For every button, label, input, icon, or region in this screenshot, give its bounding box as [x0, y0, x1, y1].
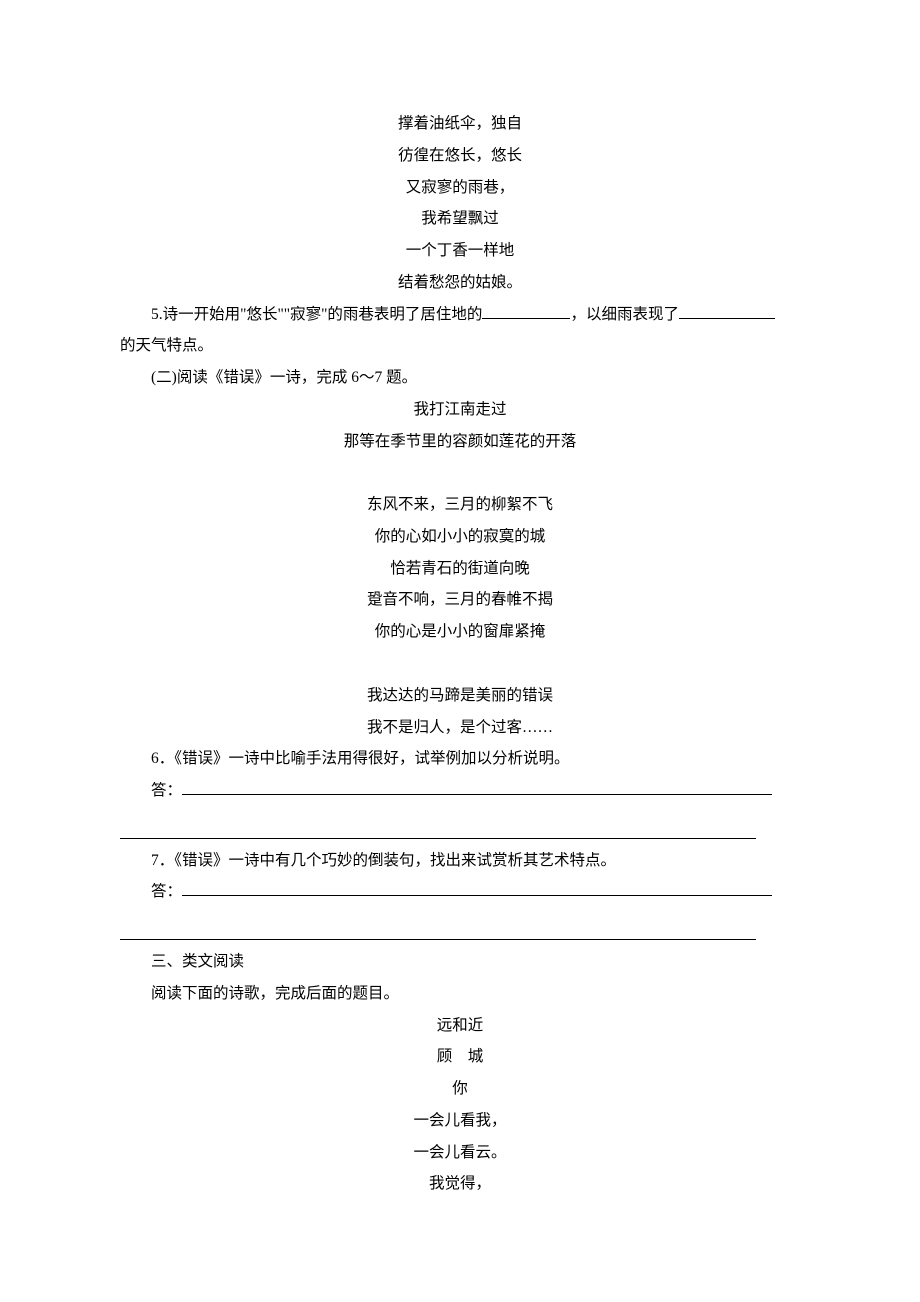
poem3-title: 远和近 — [120, 1010, 800, 1042]
answer-blank — [120, 914, 756, 940]
answer-blank — [120, 813, 756, 839]
poem2-line: 那等在季节里的容颜如莲花的开落 — [120, 426, 800, 458]
q6-answer-line2 — [120, 813, 800, 839]
poem1-line: 我希望飘过 — [120, 203, 800, 235]
poem2-line: 你的心如小小的寂寞的城 — [120, 521, 800, 553]
question-6: 6．《错误》一诗中比喻手法用得很好，试举例加以分析说明。 — [120, 743, 800, 775]
answer-label: 答： — [151, 883, 182, 900]
poem2-line: 你的心是小小的窗扉紧掩 — [120, 616, 800, 648]
poem1-line: 一个丁香一样地 — [120, 235, 800, 267]
section2-intro: (二)阅读《错误》一诗，完成 6～7 题。 — [120, 362, 800, 394]
question-5: 5.诗一开始用"悠长""寂寥"的雨巷表明了居住地的 ，以细雨表现了 — [120, 299, 800, 331]
poem2-line: 我打江南走过 — [120, 394, 800, 426]
q5-number: 5. — [151, 306, 163, 323]
q7-answer: 答： — [120, 876, 800, 908]
answer-label: 答： — [151, 782, 182, 799]
q7-number: 7． — [151, 852, 174, 869]
q5-text-c: 的天气特点。 — [120, 337, 213, 354]
question-7: 7．《错误》一诗中有几个巧妙的倒装句，找出来试赏析其艺术特点。 — [120, 845, 800, 877]
poem1-line: 结着愁怨的姑娘。 — [120, 267, 800, 299]
poem1-line: 撑着油纸伞，独自 — [120, 108, 800, 140]
stanza-break — [120, 457, 800, 489]
q7-answer-line2 — [120, 914, 800, 940]
answer-blank — [182, 880, 772, 897]
q6-number: 6． — [151, 750, 174, 767]
blank-field — [679, 302, 775, 319]
stanza-break — [120, 648, 800, 680]
poem3-line: 一会儿看我， — [120, 1105, 800, 1137]
q5-text-b: ，以细雨表现了 — [570, 306, 679, 323]
poem1-line: 又寂寥的雨巷， — [120, 172, 800, 204]
poem2-line: 我达达的马蹄是美丽的错误 — [120, 680, 800, 712]
document-page: 撑着油纸伞，独自 彷徨在悠长，悠长 又寂寥的雨巷， 我希望飘过 一个丁香一样地 … — [0, 0, 920, 1302]
poem2-line: 我不是归人，是个过客…… — [120, 712, 800, 744]
poem3-line: 你 — [120, 1073, 800, 1105]
poem2-line: 跫音不响，三月的春帷不揭 — [120, 584, 800, 616]
section3-intro: 阅读下面的诗歌，完成后面的题目。 — [120, 978, 800, 1010]
question-5-cont: 的天气特点。 — [120, 330, 800, 362]
q7-text: 《错误》一诗中有几个巧妙的倒装句，找出来试赏析其艺术特点。 — [174, 852, 616, 869]
q6-answer: 答： — [120, 775, 800, 807]
section3-heading: 三、类文阅读 — [120, 946, 800, 978]
poem1-line: 彷徨在悠长，悠长 — [120, 140, 800, 172]
poem2-line: 恰若青石的街道向晚 — [120, 553, 800, 585]
answer-blank — [182, 779, 772, 796]
blank-field — [482, 302, 570, 319]
q6-text: 《错误》一诗中比喻手法用得很好，试举例加以分析说明。 — [174, 750, 569, 767]
poem2-line: 东风不来，三月的柳絮不飞 — [120, 489, 800, 521]
q5-text-a: 诗一开始用"悠长""寂寥"的雨巷表明了居住地的 — [163, 306, 483, 323]
poem3-line: 一会儿看云。 — [120, 1137, 800, 1169]
poem3-author: 顾 城 — [120, 1041, 800, 1073]
poem3-line: 我觉得， — [120, 1168, 800, 1200]
